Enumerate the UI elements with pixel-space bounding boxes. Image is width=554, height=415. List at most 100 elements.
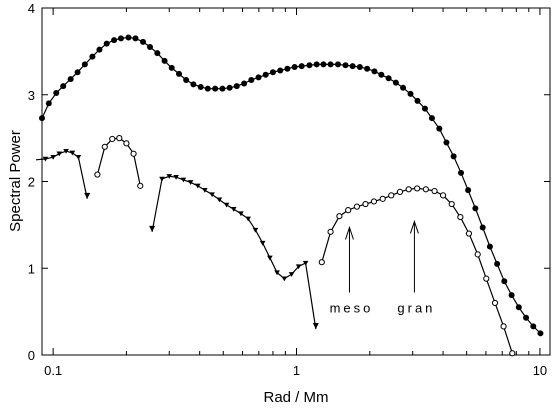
- data-point: [362, 200, 369, 208]
- data-point: [320, 61, 327, 68]
- data-point: [479, 224, 486, 231]
- data-point: [159, 176, 165, 182]
- y-tick-label: 0: [28, 348, 35, 363]
- series-0: [39, 34, 544, 337]
- data-point: [364, 65, 371, 72]
- data-point: [117, 35, 124, 42]
- data-point: [96, 46, 103, 53]
- data-point: [161, 57, 168, 64]
- data-point: [370, 198, 378, 205]
- data-point: [443, 139, 450, 146]
- data-point: [255, 74, 262, 81]
- data-point: [269, 69, 276, 76]
- data-point: [298, 63, 305, 70]
- data-point: [486, 243, 493, 250]
- data-point: [448, 200, 455, 208]
- data-point: [187, 180, 194, 185]
- data-point: [431, 187, 438, 195]
- arrow-head: [312, 322, 319, 329]
- data-point: [428, 115, 435, 122]
- data-point: [400, 84, 407, 91]
- data-point: [101, 143, 108, 150]
- data-point: [137, 182, 144, 189]
- data-point: [509, 350, 516, 357]
- data-point: [123, 140, 130, 147]
- annotations: meso gran: [330, 219, 435, 316]
- data-point: [146, 44, 153, 51]
- data-point: [89, 53, 96, 60]
- data-point: [42, 156, 49, 162]
- data-point: [50, 155, 56, 160]
- data-point: [388, 192, 395, 199]
- series-line: [321, 187, 513, 354]
- x-tick-label: 1: [293, 363, 300, 378]
- data-point: [202, 187, 208, 193]
- data-point: [474, 251, 481, 258]
- data-point: [259, 240, 266, 246]
- data-point: [345, 207, 352, 214]
- data-point: [176, 70, 183, 77]
- x-tick-label: 0.1: [44, 363, 62, 378]
- data-point: [407, 90, 414, 97]
- data-point: [262, 71, 269, 78]
- data-series: [35, 34, 544, 357]
- series-line: [41, 36, 541, 334]
- data-point: [334, 61, 341, 68]
- data-point: [60, 83, 67, 90]
- data-point: [421, 105, 428, 112]
- y-tick-label: 3: [28, 88, 35, 103]
- y-tick-label: 4: [28, 1, 35, 16]
- data-point: [500, 323, 507, 330]
- data-point: [472, 205, 479, 212]
- data-point: [537, 330, 544, 337]
- data-point: [140, 38, 147, 45]
- data-point: [501, 278, 508, 285]
- data-point: [195, 183, 201, 189]
- data-point: [45, 100, 52, 107]
- data-point: [349, 63, 356, 70]
- data-point: [168, 64, 175, 71]
- data-point: [422, 186, 429, 193]
- y-tick-label: 1: [28, 261, 35, 276]
- data-point: [69, 150, 76, 156]
- data-point: [223, 202, 230, 208]
- data-point: [183, 77, 190, 84]
- data-point: [436, 125, 443, 132]
- data-point: [74, 69, 81, 76]
- data-point: [252, 227, 259, 233]
- data-point: [230, 207, 237, 212]
- data-point: [154, 50, 161, 57]
- data-point: [405, 186, 412, 193]
- data-point: [458, 169, 465, 176]
- data-point: [190, 81, 197, 88]
- arrow-head: [149, 225, 156, 232]
- data-point: [111, 37, 118, 44]
- data-point: [356, 63, 363, 70]
- data-point: [67, 76, 74, 83]
- data-point: [508, 292, 515, 299]
- data-point: [116, 135, 123, 142]
- data-point: [288, 272, 295, 277]
- arrow-head: [84, 192, 91, 199]
- data-point: [318, 259, 325, 266]
- data-point: [267, 255, 273, 261]
- data-point: [277, 67, 284, 74]
- y-axis-label: Spectral Power: [7, 130, 24, 232]
- annotation-label-meso: meso: [330, 301, 374, 316]
- data-point: [248, 77, 255, 84]
- data-point: [414, 185, 421, 192]
- data-point: [353, 203, 360, 210]
- data-point: [245, 216, 251, 222]
- data-point: [342, 62, 349, 69]
- data-point: [173, 174, 179, 180]
- data-point: [414, 97, 421, 104]
- annotation-label-gran: gran: [397, 301, 435, 316]
- data-point: [166, 174, 173, 179]
- data-point: [392, 79, 399, 86]
- series-2: [94, 135, 144, 189]
- data-point: [274, 270, 280, 276]
- data-point: [94, 171, 101, 178]
- data-point: [371, 68, 378, 75]
- data-point: [281, 276, 288, 282]
